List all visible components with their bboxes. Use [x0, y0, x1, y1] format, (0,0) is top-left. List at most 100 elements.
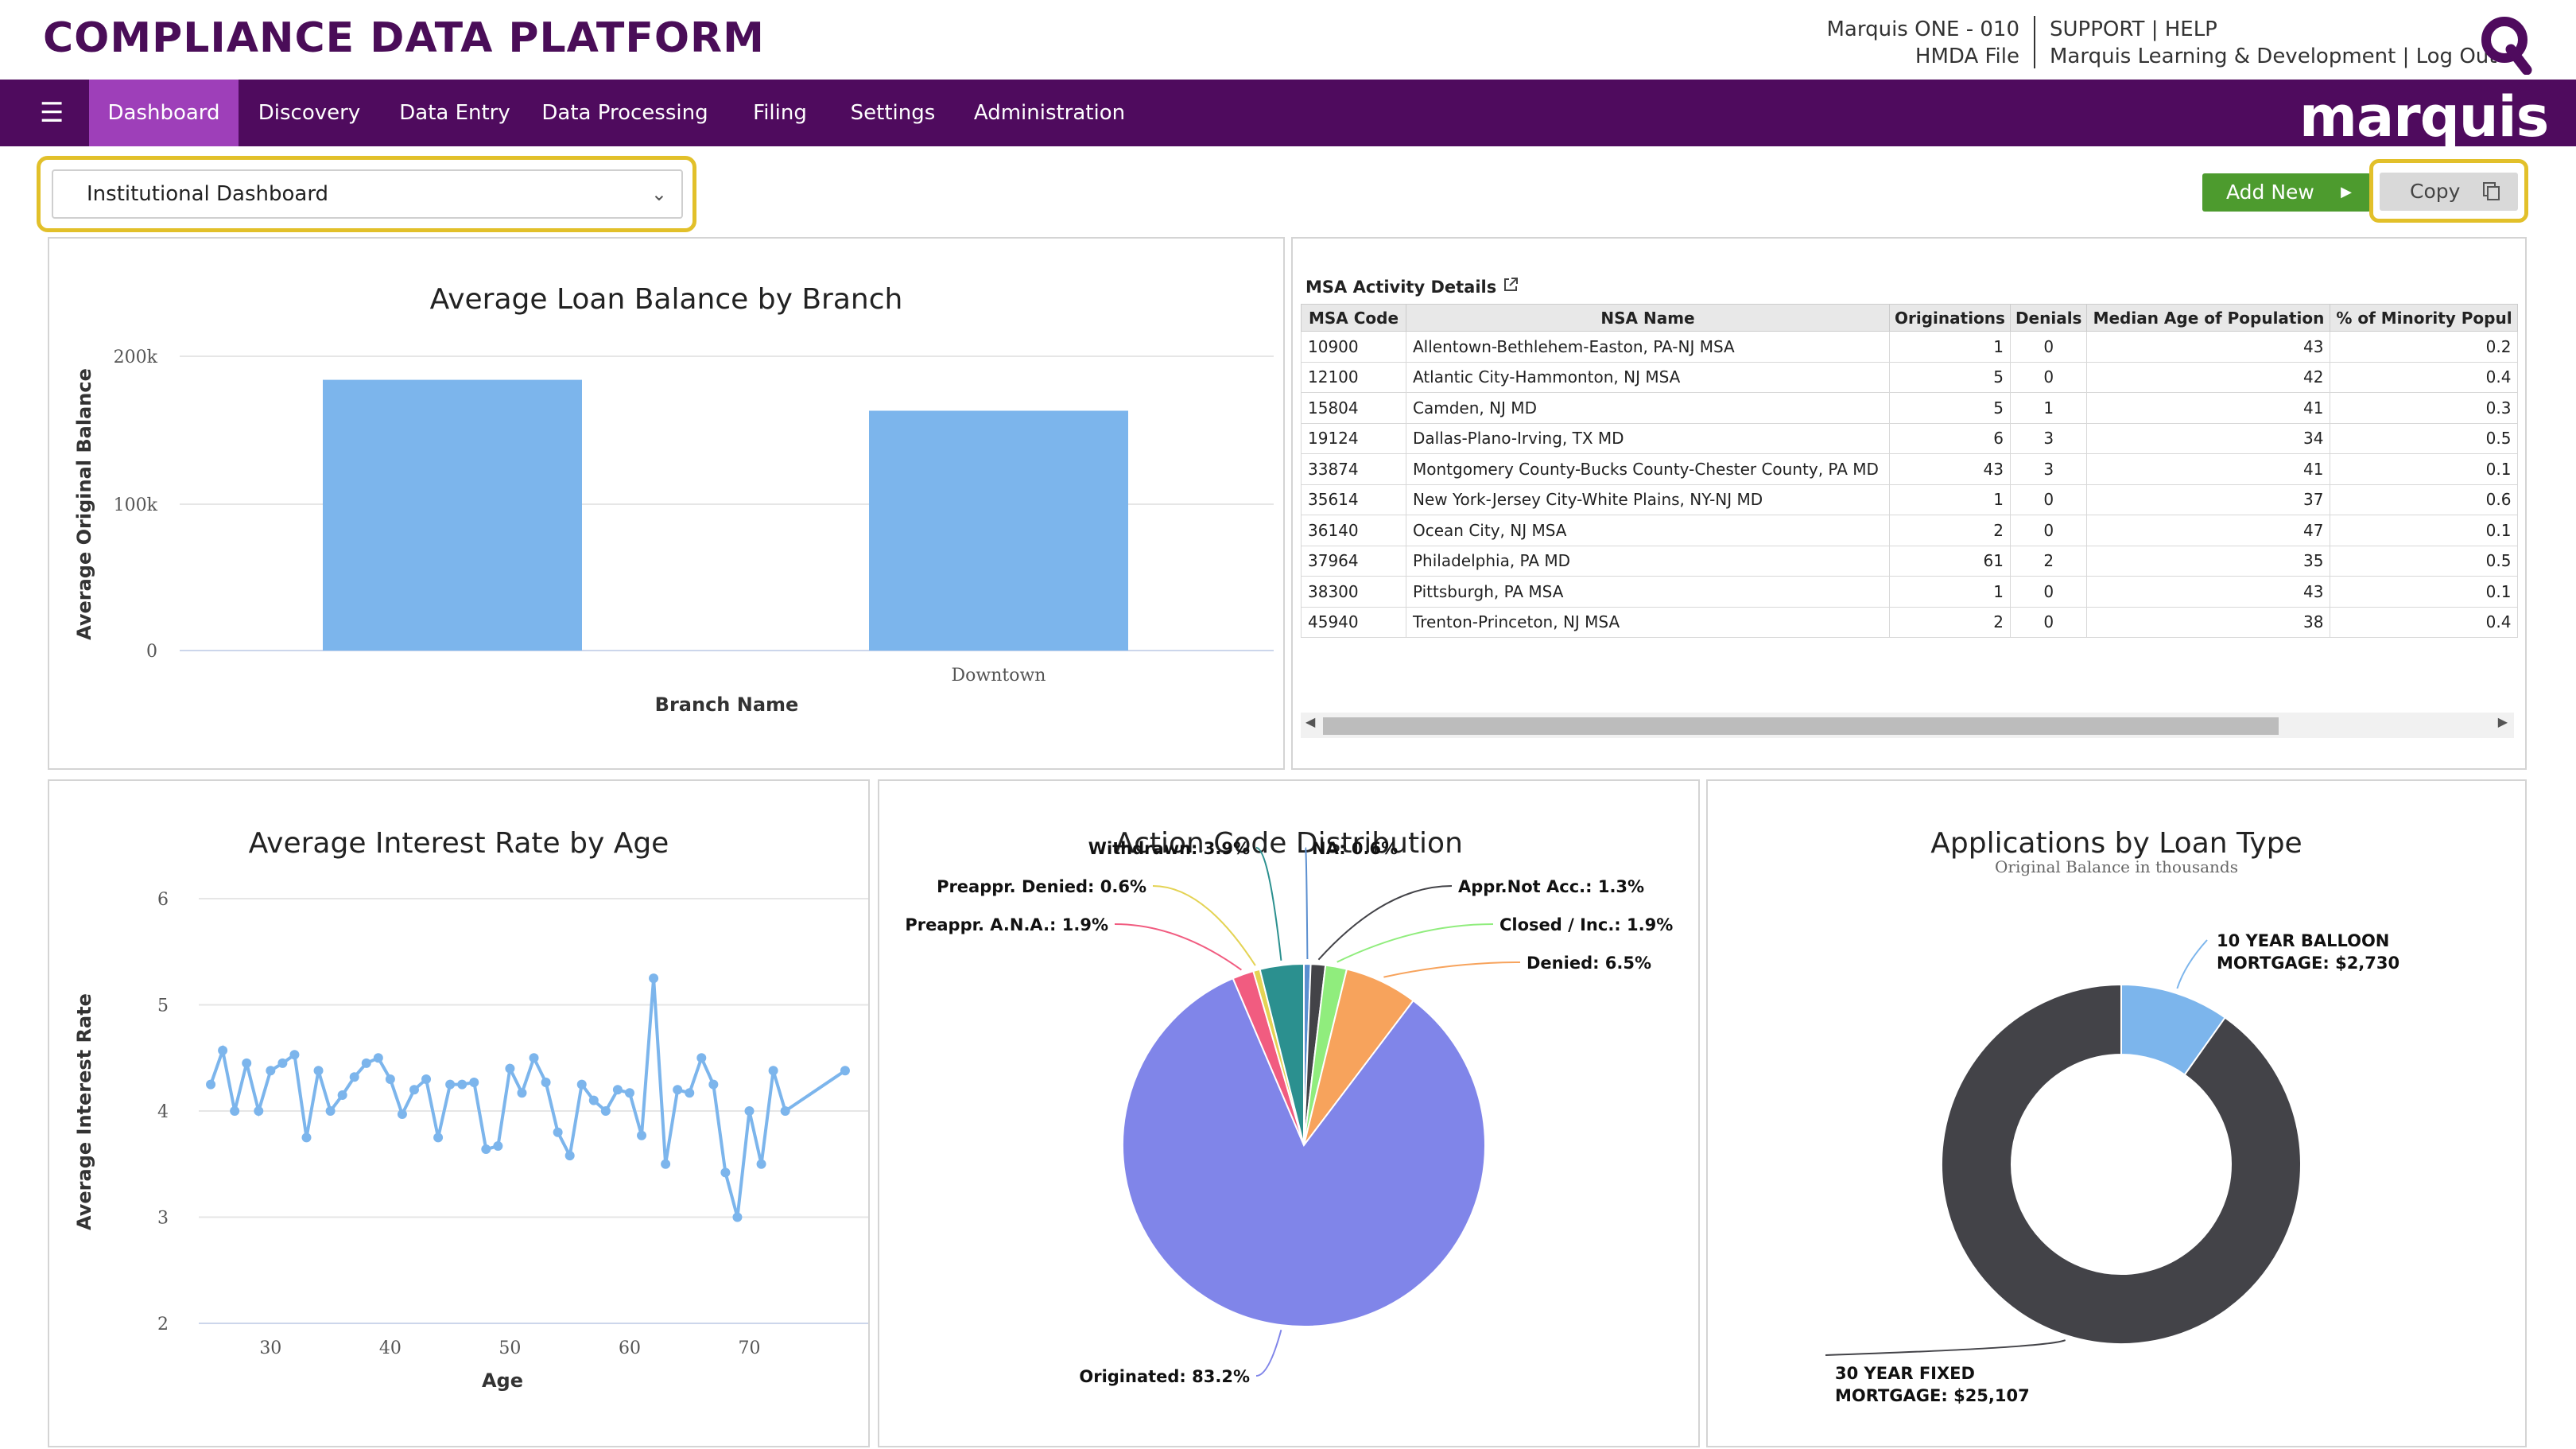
scrollbar-thumb[interactable] — [1323, 717, 2279, 735]
data-point[interactable] — [529, 1053, 539, 1063]
user-name[interactable]: Marquis Learning & Development — [2050, 45, 2396, 68]
table-row[interactable]: 37964 Philadelphia, PA MD 61 2 35 0.5 — [1301, 545, 2519, 577]
nav-data-processing[interactable]: Data Processing — [541, 101, 708, 125]
data-point[interactable] — [588, 1095, 599, 1105]
data-point[interactable] — [708, 1079, 719, 1090]
nav-dashboard[interactable]: Dashboard — [89, 80, 239, 146]
y-tick-label: 6 — [157, 890, 169, 910]
copy-button[interactable]: Copy — [2380, 173, 2518, 211]
series-line[interactable] — [209, 977, 847, 1218]
data-point[interactable] — [254, 1106, 264, 1116]
table-row[interactable]: 15804 Camden, NJ MD 5 1 41 0.3 — [1301, 392, 2519, 424]
data-point[interactable] — [564, 1151, 575, 1161]
data-point[interactable] — [624, 1088, 634, 1098]
help-link[interactable]: HELP — [2164, 17, 2217, 41]
data-point[interactable] — [673, 1085, 683, 1095]
table-header[interactable]: % of Minority Popul — [2330, 304, 2519, 332]
file-line[interactable]: HMDA File — [1915, 45, 2019, 68]
table-cell: 0.1 — [2330, 576, 2519, 608]
table-header[interactable]: Denials — [2009, 304, 2088, 332]
pie-slice[interactable] — [1259, 962, 1305, 1146]
data-point[interactable] — [517, 1088, 527, 1098]
data-point[interactable] — [433, 1132, 444, 1143]
data-point[interactable] — [242, 1058, 252, 1068]
data-point[interactable] — [600, 1106, 611, 1116]
data-point[interactable] — [457, 1079, 467, 1090]
external-link-icon[interactable] — [1503, 277, 1519, 293]
data-point[interactable] — [768, 1066, 778, 1076]
data-point[interactable] — [206, 1079, 216, 1090]
bar[interactable] — [323, 379, 582, 651]
data-point[interactable] — [397, 1109, 407, 1120]
table-row[interactable]: 45940 Trenton-Princeton, NJ MSA 2 0 38 0.4 — [1301, 606, 2519, 638]
donut-slice[interactable] — [1941, 983, 2302, 1345]
data-point[interactable] — [493, 1141, 503, 1152]
data-point[interactable] — [720, 1167, 731, 1178]
marquis-q-logo-icon[interactable] — [2479, 14, 2535, 75]
nav-discovery[interactable]: Discovery — [258, 101, 361, 125]
data-point[interactable] — [230, 1106, 240, 1116]
nav-settings[interactable]: Settings — [850, 101, 936, 125]
data-point[interactable] — [218, 1045, 228, 1055]
org-line[interactable]: Marquis ONE - 010 — [1826, 17, 2020, 41]
support-link[interactable]: SUPPORT — [2050, 17, 2145, 41]
data-point[interactable] — [277, 1058, 288, 1068]
data-point[interactable] — [553, 1127, 563, 1137]
horizontal-scrollbar[interactable]: ◀ ▶ — [1301, 713, 2514, 738]
data-point[interactable] — [637, 1130, 647, 1140]
table-header[interactable]: Originations — [1889, 304, 2011, 332]
data-point[interactable] — [732, 1212, 743, 1222]
data-point[interactable] — [840, 1066, 850, 1076]
data-point[interactable] — [469, 1077, 479, 1087]
table-row[interactable]: 10900 Allentown-Bethlehem-Easton, PA-NJ M… — [1301, 331, 2519, 363]
donut-label-line2: MORTGAGE: $2,730 — [2217, 954, 2399, 973]
data-point[interactable] — [661, 1159, 671, 1169]
data-point[interactable] — [756, 1159, 766, 1169]
data-point[interactable] — [337, 1090, 347, 1100]
data-point[interactable] — [576, 1079, 587, 1090]
data-point[interactable] — [349, 1072, 359, 1082]
data-point[interactable] — [780, 1106, 790, 1116]
dashboard-select[interactable]: Institutional Dashboard ⌄ — [52, 169, 683, 219]
msa-title[interactable]: MSA Activity Details — [1305, 277, 1519, 297]
data-point[interactable] — [266, 1066, 276, 1076]
data-point[interactable] — [409, 1085, 419, 1095]
pie-slice[interactable] — [1122, 977, 1486, 1327]
table-row[interactable]: 36140 Ocean City, NJ MSA 2 0 47 0.1 — [1301, 515, 2519, 546]
data-point[interactable] — [612, 1085, 623, 1095]
data-point[interactable] — [744, 1106, 755, 1116]
table-row[interactable]: 33874 Montgomery County-Bucks County-Ches… — [1301, 453, 2519, 485]
data-point[interactable] — [325, 1106, 336, 1116]
table-header[interactable]: MSA Code — [1301, 304, 1406, 332]
hamburger-menu-icon[interactable]: ☰ — [40, 97, 64, 129]
data-point[interactable] — [696, 1053, 707, 1063]
data-point[interactable] — [445, 1079, 456, 1090]
data-point[interactable] — [289, 1050, 300, 1060]
nav-filing[interactable]: Filing — [753, 101, 807, 125]
add-new-button[interactable]: Add New ▶ — [2202, 173, 2371, 212]
bar[interactable] — [869, 410, 1128, 651]
table-row[interactable]: 38300 Pittsburgh, PA MSA 1 0 43 0.1 — [1301, 576, 2519, 608]
data-point[interactable] — [313, 1066, 324, 1076]
table-row[interactable]: 35614 New York-Jersey City-White Plains, … — [1301, 484, 2519, 515]
table-header[interactable]: NSA Name — [1406, 304, 1890, 332]
scroll-left-icon[interactable]: ◀ — [1305, 714, 1316, 729]
table-row[interactable]: 19124 Dallas-Plano-Irving, TX MD 6 3 34 0.5 — [1301, 422, 2519, 454]
action-chart-panel: Action Code Distribution NA: 0.6% Appr.No… — [878, 779, 1700, 1447]
scroll-right-icon[interactable]: ▶ — [2497, 714, 2508, 729]
data-point[interactable] — [649, 973, 659, 984]
nav-data-entry[interactable]: Data Entry — [399, 101, 510, 125]
data-point[interactable] — [373, 1053, 383, 1063]
data-point[interactable] — [685, 1088, 695, 1098]
data-point[interactable] — [421, 1074, 432, 1084]
data-point[interactable] — [481, 1144, 491, 1155]
data-point[interactable] — [505, 1063, 515, 1074]
data-point[interactable] — [541, 1077, 551, 1087]
table-header[interactable]: Median Age of Population — [2086, 304, 2331, 332]
data-point[interactable] — [385, 1074, 395, 1084]
donut-label-line2: MORTGAGE: $25,107 — [1835, 1386, 2030, 1405]
data-point[interactable] — [361, 1058, 371, 1068]
data-point[interactable] — [301, 1132, 312, 1143]
nav-administration[interactable]: Administration — [973, 101, 1126, 125]
table-row[interactable]: 12100 Atlantic City-Hammonton, NJ MSA 5 0 42… — [1301, 361, 2519, 393]
